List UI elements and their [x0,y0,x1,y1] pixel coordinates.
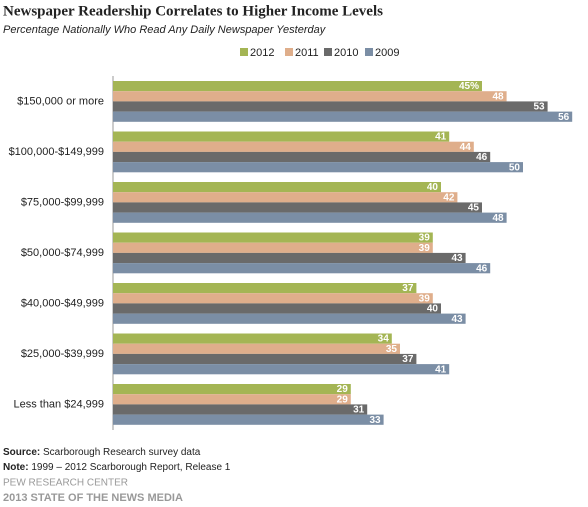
note-text: 1999 – 2012 Scarborough Report, Release … [31,462,230,473]
value-label: 35 [386,344,398,355]
value-label: 42 [443,192,455,203]
value-label: 50 [509,162,521,173]
bar [113,404,368,415]
bar [113,91,507,102]
value-label: 40 [427,304,439,315]
value-label: 48 [492,91,504,102]
legend-swatch [285,48,293,56]
bar [113,263,491,274]
legend-label: 2011 [295,47,319,59]
bar [113,212,507,223]
legend-swatch [324,48,332,56]
bar [113,353,417,365]
legend-label: 2009 [375,47,399,59]
source: Source: Scarborough Research survey data [3,447,201,458]
value-label: 44 [460,142,472,153]
bar [113,313,466,324]
bar [113,151,491,163]
value-label: 39 [419,293,431,304]
source-text: Scarborough Research survey data [43,447,201,458]
bar [113,252,466,264]
value-label: 34 [378,334,390,345]
bar [113,384,351,395]
value-label: 40 [427,182,439,193]
legend-swatch [240,48,248,56]
value-label: 37 [402,283,414,294]
value-label: 46 [476,263,488,274]
legend-swatch [365,48,373,56]
y-tick-label: $25,000-$39,999 [21,348,104,360]
legend-label: 2010 [334,47,358,59]
bar [113,283,417,294]
value-label: 41 [435,364,447,375]
bar [113,394,351,405]
note-label: Note: [3,462,29,473]
note: Note: 1999 – 2012 Scarborough Report, Re… [3,462,231,473]
chart-title: Newspaper Readership Correlates to Highe… [3,3,383,19]
value-label: 39 [419,243,431,254]
bar [113,242,433,253]
value-label: 53 [533,102,545,113]
y-tick-label: $150,000 or more [17,95,104,107]
bar [113,333,392,344]
value-label: 43 [451,314,463,325]
y-tick-label: $100,000-$149,999 [9,146,104,158]
y-tick-label: $50,000-$74,999 [21,247,104,259]
y-tick-label: Less than $24,999 [13,398,104,410]
value-label: 45 [468,203,480,214]
value-label: 56 [558,112,570,123]
y-tick-label: $40,000-$49,999 [21,297,104,309]
bar [113,364,450,375]
bar [113,162,523,173]
value-label: 39 [419,233,431,244]
value-label: 29 [337,384,349,395]
bar [113,293,433,304]
bar [113,202,482,213]
bar [113,192,458,203]
bar [113,232,433,243]
bar [113,182,441,193]
bar [113,131,450,142]
footer: 2013 STATE OF THE NEWS MEDIA [3,492,183,504]
y-tick-label: $75,000-$99,999 [21,196,104,208]
value-label: 29 [337,394,349,405]
bar [113,303,441,314]
bar [113,101,548,112]
chart-subtitle: Percentage Nationally Who Read Any Daily… [3,24,327,36]
value-label: 41 [435,132,447,143]
value-label: 43 [451,253,463,264]
value-label: 33 [369,415,381,426]
legend-label: 2012 [250,47,274,59]
value-label: 48 [492,213,504,224]
value-label: 37 [402,354,414,365]
credit: PEW RESEARCH CENTER [3,478,128,489]
bar [113,81,482,92]
value-label: 46 [476,152,488,163]
bar [113,414,384,425]
bar [113,343,400,354]
value-label: 45% [459,81,479,92]
bar [113,111,573,122]
source-label: Source: [3,447,40,458]
bar [113,141,474,152]
value-label: 31 [353,405,365,416]
